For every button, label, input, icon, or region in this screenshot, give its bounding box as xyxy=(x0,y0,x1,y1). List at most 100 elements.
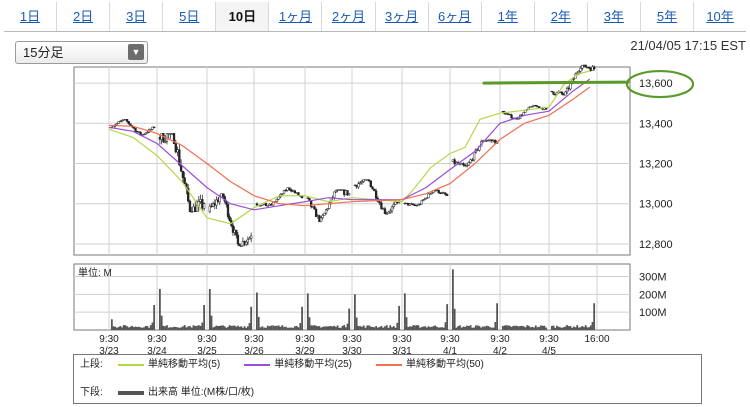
volume-bar xyxy=(141,327,144,330)
volume-bar xyxy=(117,327,120,330)
volume-bar xyxy=(469,325,472,330)
candle-body xyxy=(313,206,316,210)
candle-body xyxy=(323,212,326,216)
volume-bar xyxy=(410,326,413,330)
volume-bar xyxy=(378,327,381,330)
candle-body xyxy=(149,129,152,131)
price-ytick-label: 13,400 xyxy=(639,118,673,130)
candle-body xyxy=(188,200,192,213)
candle-body xyxy=(319,217,323,223)
candle-body xyxy=(569,83,572,90)
legend-volume-label: 出来高 単位:(M株/口/枚) xyxy=(148,387,255,398)
candle-body xyxy=(444,192,447,195)
volume-bar xyxy=(340,327,342,330)
volume-bar xyxy=(429,327,432,330)
candle-body xyxy=(412,203,415,206)
candle-body xyxy=(129,123,132,126)
volume-bar xyxy=(501,325,504,330)
volume-bar xyxy=(476,325,479,330)
tab-6m[interactable]: 6ヶ月 xyxy=(429,2,482,31)
tab-3m[interactable]: 3ヶ月 xyxy=(376,2,429,31)
candle-body xyxy=(429,193,432,195)
candle-body xyxy=(357,183,360,188)
candle-body xyxy=(266,205,269,207)
candle-body xyxy=(564,91,567,96)
candle-body xyxy=(390,206,394,212)
tab-5y[interactable]: 5年 xyxy=(641,2,695,31)
volume-bar xyxy=(444,322,447,330)
volume-bar xyxy=(132,327,135,330)
interval-select-value: 15分足 xyxy=(23,45,64,60)
candle-body xyxy=(427,193,430,199)
volume-bar xyxy=(480,327,483,330)
volume-bar xyxy=(299,323,302,330)
legend-upper-label: 上段: xyxy=(80,359,103,370)
candle-body xyxy=(277,196,280,200)
volume-bar xyxy=(281,325,284,330)
tab-10d[interactable]: 10日 xyxy=(216,2,270,31)
volume-bar xyxy=(250,306,253,330)
candle-body xyxy=(264,203,268,206)
candle-body xyxy=(422,199,425,201)
candle-body xyxy=(259,205,262,207)
chart-timestamp: 21/04/05 17:15 EST xyxy=(630,38,746,53)
volume-bar xyxy=(146,325,149,330)
volume-bar xyxy=(190,327,193,330)
volume-bar xyxy=(369,326,372,330)
xtick-label-line: 9:30 xyxy=(99,334,119,345)
volume-bar xyxy=(366,325,369,330)
tab-5d[interactable]: 5日 xyxy=(163,2,217,31)
candle-body xyxy=(321,215,324,219)
candle-body xyxy=(374,190,378,199)
volume-bar xyxy=(217,326,219,330)
candle-body xyxy=(424,197,427,200)
xtick-label: 9:30 4/1 xyxy=(440,334,460,357)
volume-bar xyxy=(149,325,152,330)
volume-bar xyxy=(420,327,423,330)
tab-2m[interactable]: 2ヶ月 xyxy=(322,2,376,31)
candle-body xyxy=(125,119,129,122)
volume-bar xyxy=(424,326,427,330)
candle-body xyxy=(255,203,259,206)
candle-body xyxy=(218,196,221,203)
volume-bar xyxy=(259,327,262,330)
interval-select[interactable]: 15分足 ▼ xyxy=(15,41,148,64)
volume-bar xyxy=(579,327,582,330)
candle-body xyxy=(334,190,338,193)
xtick-label-line: 9:30 xyxy=(342,334,362,345)
volume-bar xyxy=(562,327,565,330)
tab-1y[interactable]: 1年 xyxy=(482,2,535,31)
volume-bar xyxy=(527,325,530,330)
volume-bar xyxy=(301,306,303,330)
candle-body xyxy=(181,170,185,178)
tab-10y[interactable]: 10年 xyxy=(706,9,734,24)
legend-lower-row: 下段: 出来高 単位:(M株/口/枚) xyxy=(80,386,278,400)
volume-bar xyxy=(212,327,215,330)
tab-1m[interactable]: 1ヶ月 xyxy=(269,2,323,31)
xtick-label-line: 3/30 xyxy=(342,346,362,357)
volume-bar xyxy=(174,326,177,330)
volume-bar xyxy=(519,326,522,330)
tab-3y[interactable]: 3年 xyxy=(588,2,641,31)
volume-bar xyxy=(265,327,267,330)
tab-3d[interactable]: 3日 xyxy=(110,2,164,31)
volume-bar xyxy=(286,327,289,330)
candle-body xyxy=(268,203,271,206)
volume-bar xyxy=(441,327,443,330)
volume-bar xyxy=(263,327,266,330)
legend-swatch-sma25 xyxy=(244,364,271,366)
tab-1d[interactable]: 1日 xyxy=(4,2,58,31)
candle-body xyxy=(162,133,165,143)
xtick-label: 9:30 3/30 xyxy=(342,334,362,357)
volume-bar xyxy=(208,288,211,330)
xtick-label: 9:30 3/29 xyxy=(295,334,315,357)
candle-body xyxy=(246,238,250,243)
tab-2y[interactable]: 2年 xyxy=(535,2,588,31)
volume-bar xyxy=(451,269,454,330)
volume-bar xyxy=(346,323,349,330)
volume-bar xyxy=(277,325,280,330)
tab-2d[interactable]: 2日 xyxy=(57,2,111,31)
candle-body xyxy=(394,201,397,205)
volume-bar xyxy=(515,325,518,330)
volume-bar xyxy=(293,326,296,330)
